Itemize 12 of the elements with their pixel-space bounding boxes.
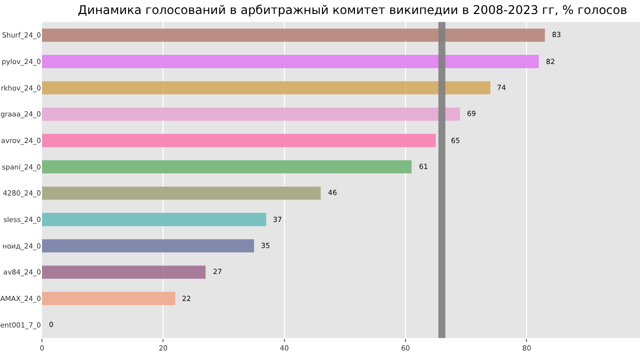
- bar: [42, 54, 539, 68]
- chart-title: Динамика голосований в арбитражный комитет википедии в 2008-2023 гг, % голосов: [78, 2, 628, 17]
- bar: [42, 212, 266, 226]
- bar: [42, 160, 412, 174]
- bar: [42, 28, 545, 42]
- bar: [42, 292, 176, 306]
- bar: [42, 134, 436, 148]
- bar: [42, 108, 460, 121]
- bar: [42, 81, 490, 94]
- bar: [42, 186, 321, 200]
- bar: [42, 239, 254, 252]
- bar: [42, 266, 206, 279]
